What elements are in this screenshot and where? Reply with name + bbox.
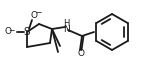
Text: O: O bbox=[30, 12, 37, 21]
Text: O: O bbox=[4, 28, 11, 37]
Text: O: O bbox=[78, 50, 85, 58]
Text: −: − bbox=[8, 26, 14, 35]
Text: −: − bbox=[35, 8, 41, 17]
Text: H: H bbox=[63, 20, 69, 29]
Text: S: S bbox=[24, 27, 30, 37]
Text: N: N bbox=[64, 24, 70, 33]
